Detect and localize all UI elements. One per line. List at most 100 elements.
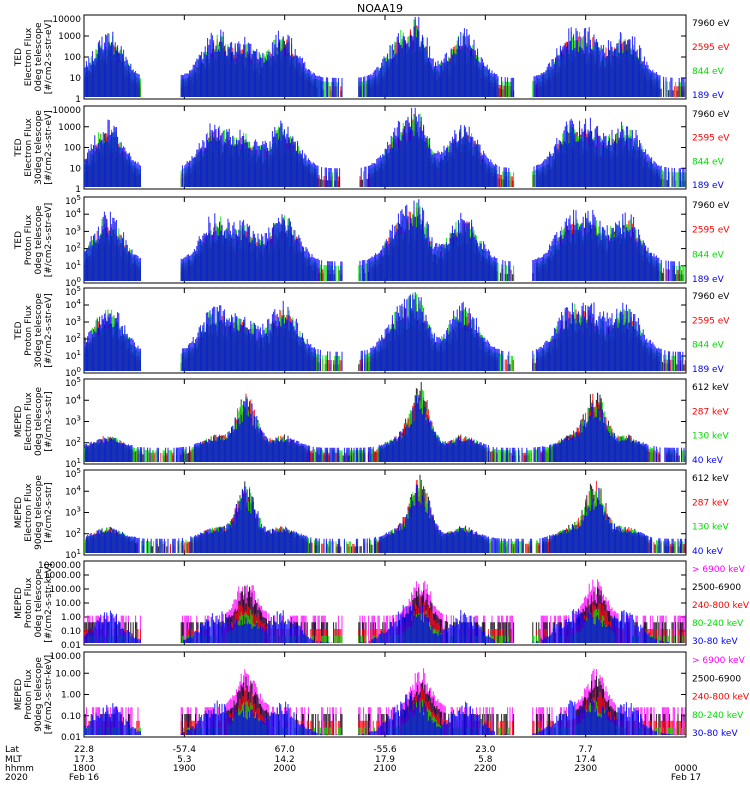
y-tick-label: 100 [64, 53, 81, 63]
y-axis-label-line: [#/cm2-s-str-keV] [44, 563, 54, 642]
y-axis-label-line: TED [14, 48, 24, 67]
data-traces [84, 474, 686, 553]
y-tick-label: 0.01 [61, 641, 81, 651]
y-tick-label: 102 [65, 436, 81, 449]
legend-entry: 30-80 keV [692, 637, 738, 647]
y-tick-label: 10 [70, 74, 82, 84]
y-tick-label: 103 [65, 315, 81, 328]
legend-entry: 7960 eV [692, 110, 730, 120]
y-tick-label: 104 [65, 393, 81, 406]
y-axis-label-line: 0deg telescope [34, 205, 44, 275]
y-axis-label-line: Proton Flux [24, 577, 34, 628]
y-axis-label: MEPEDProton Flux0deg telescope[#/cm2-s-s… [14, 563, 54, 642]
y-tick-label: 10000.00 [38, 561, 81, 571]
legend-entry: 189 eV [692, 275, 725, 285]
legend-entry: 30-80 keV [692, 729, 738, 739]
legend-entry: 7960 eV [692, 19, 730, 29]
y-tick-label: 105 [65, 194, 81, 207]
footer-value: 2100 [374, 764, 397, 774]
footer-row-label: Lat [5, 745, 20, 755]
legend-entry: 844 eV [692, 250, 725, 260]
y-tick-label: 103 [65, 224, 81, 237]
footer-value: 5.8 [478, 755, 493, 765]
y-tick-label: 0.10 [61, 627, 81, 637]
y-axis-label-line: MEPED [14, 406, 24, 438]
y-tick-label: 102 [65, 242, 81, 255]
legend-entry: 7960 eV [692, 292, 730, 302]
footer-row-label: MLT [5, 755, 23, 765]
y-tick-label: 103 [65, 506, 81, 519]
legend-entry: 2595 eV [692, 316, 730, 326]
y-axis-label-line: [#/cm2-s-str-keV] [44, 655, 54, 734]
footer-value: 67.0 [275, 745, 295, 755]
legend-entry: 844 eV [692, 67, 725, 77]
legend-entry: > 6900 keV [692, 565, 746, 575]
series-trace-4 [84, 292, 684, 371]
footer-value: 0000 [675, 764, 698, 774]
footer-value: 22.8 [74, 745, 94, 755]
legend-entry: 240-800 keV [692, 601, 750, 611]
legend-entry: 240-800 keV [692, 693, 750, 703]
footer-value: 7.7 [579, 745, 593, 755]
data-traces [84, 16, 686, 97]
y-tick-label: 1 [75, 95, 81, 105]
y-tick-label: 101 [65, 259, 81, 272]
footer-row-label: hhmm [5, 764, 34, 774]
y-axis-label-line: TED [14, 138, 24, 157]
footer-value: Feb 16 [69, 773, 100, 783]
y-tick-label: 10000 [52, 15, 81, 25]
series-trace-5 [84, 690, 686, 735]
y-axis-label-line: 90deg telescope [34, 475, 44, 550]
legend-entry: 189 eV [692, 181, 725, 191]
data-traces [84, 668, 686, 735]
y-tick-label: 103 [65, 415, 81, 428]
y-tick-label: 100.00 [50, 652, 82, 662]
footer-value: 2300 [574, 764, 597, 774]
footer-value: 1900 [173, 764, 196, 774]
y-tick-label: 10000 [52, 106, 81, 116]
legend-entry: 40 keV [692, 547, 724, 557]
footer-value: -57.4 [173, 745, 197, 755]
y-tick-label: 102 [65, 527, 81, 540]
y-axis-label-line: MEPED [14, 679, 24, 711]
footer-value: Feb 17 [671, 773, 701, 783]
y-axis-label-line: 30deg telescope [34, 293, 44, 368]
series-trace-5 [84, 600, 684, 643]
y-tick-label: 1.00 [61, 691, 81, 701]
y-axis-label-line: TED [14, 321, 24, 340]
y-axis-label: TEDElectron Flux30deg telescope[#/cm2-s-… [14, 110, 54, 185]
legend-entry: > 6900 keV [692, 656, 746, 666]
legend-entry: 130 keV [692, 432, 729, 442]
y-tick-label: 101 [65, 349, 81, 362]
legend-entry: 80-240 keV [692, 711, 744, 721]
y-axis-label: MEPEDElectron Flux0deg telescope[#/cm2-s… [14, 387, 54, 457]
y-axis-label-line: MEPED [14, 587, 24, 619]
y-tick-label: 104 [65, 298, 81, 311]
footer-value: 1800 [73, 764, 96, 774]
chart-title: NOAA19 [357, 2, 403, 15]
data-traces [84, 382, 686, 462]
legend-entry: 40 keV [692, 456, 724, 466]
footer-value: 2200 [474, 764, 497, 774]
y-axis-label-line: Proton Flux [24, 669, 34, 720]
y-axis-label-line: 90deg telescope [34, 657, 44, 732]
y-axis-label: TEDProton Flux0deg telescope[#/cm2-s-str… [14, 203, 54, 278]
y-axis-label-line: 0deg telescope [34, 568, 44, 638]
legend-entry: 287 keV [692, 498, 729, 508]
y-axis-label-line: Electron Flux [24, 118, 34, 177]
footer-value: 5.3 [177, 755, 191, 765]
y-axis-label-line: Proton Flux [24, 214, 34, 265]
legend-entry: 2595 eV [692, 43, 730, 53]
y-tick-label: 10.00 [55, 669, 81, 679]
legend-entry: 2500-6900 [692, 583, 741, 593]
y-tick-label: 1.00 [61, 613, 81, 623]
y-tick-label: 0.10 [61, 712, 81, 722]
legend-entry: 130 keV [692, 523, 729, 533]
footer-value: 23.0 [475, 745, 495, 755]
y-tick-label: 1000 [58, 32, 81, 42]
